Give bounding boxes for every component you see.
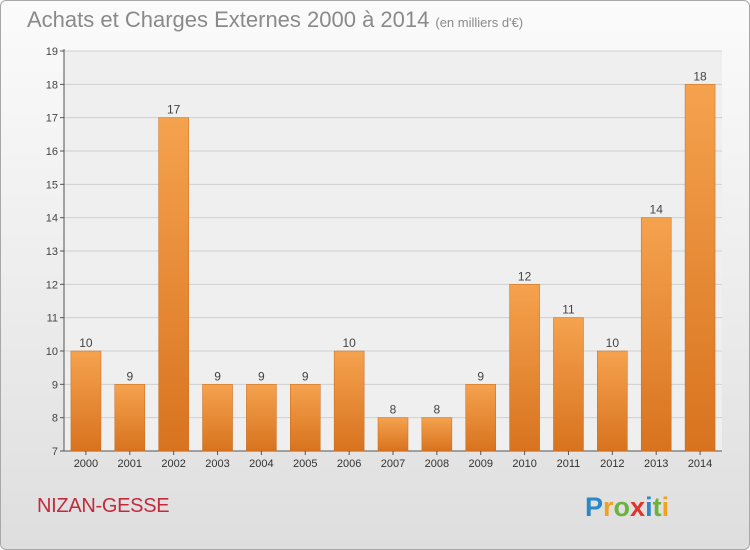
bar-value-label: 9 xyxy=(214,369,221,383)
y-tick-label: 9 xyxy=(52,379,58,391)
x-tick-label: 2007 xyxy=(381,458,405,470)
x-tick-label: 2010 xyxy=(512,458,536,470)
x-tick-label: 2012 xyxy=(600,458,624,470)
y-tick-label: 19 xyxy=(46,46,58,58)
bar-value-label: 11 xyxy=(562,303,575,317)
x-tick-label: 2000 xyxy=(74,458,98,470)
bar-value-label: 9 xyxy=(302,369,309,383)
bar-value-label: 18 xyxy=(693,69,707,83)
bar-value-label: 14 xyxy=(650,203,664,217)
x-tick-label: 2004 xyxy=(249,458,273,470)
x-tick-label: 2014 xyxy=(688,458,712,470)
chart-unit: (en milliers d'€) xyxy=(435,15,524,30)
y-tick-label: 7 xyxy=(52,446,58,458)
x-tick-label: 2005 xyxy=(293,458,317,470)
y-tick-label: 12 xyxy=(46,279,58,291)
bar xyxy=(640,217,672,452)
bar xyxy=(597,350,628,452)
bar xyxy=(333,350,365,452)
bar xyxy=(684,84,716,452)
bar-value-label: 9 xyxy=(477,369,484,383)
bar-value-label: 8 xyxy=(434,403,441,417)
x-tick-label: 2011 xyxy=(557,458,581,470)
chart-title: Achats et Charges Externes 2000 à 2014 (e… xyxy=(27,7,523,33)
y-tick-label: 15 xyxy=(46,179,58,191)
bar xyxy=(114,384,146,452)
x-tick-label: 2013 xyxy=(644,458,668,470)
x-tick-label: 2003 xyxy=(205,458,229,470)
x-tick-label: 2001 xyxy=(118,458,142,470)
bar xyxy=(553,317,584,452)
place-name: NIZAN-GESSE xyxy=(37,495,170,517)
bar-value-label: 10 xyxy=(79,336,93,350)
bar xyxy=(509,284,540,452)
bar xyxy=(158,117,189,452)
y-tick-label: 18 xyxy=(46,79,58,91)
svg-text:Proxiti: Proxiti xyxy=(585,492,669,522)
x-tick-label: 2006 xyxy=(337,458,361,470)
bar xyxy=(246,384,277,452)
y-tick-label: 11 xyxy=(47,313,58,325)
proxiti-logo: Proxiti xyxy=(585,492,669,522)
bar-value-label: 12 xyxy=(518,269,532,283)
y-tick-label: 16 xyxy=(46,146,58,158)
bar-value-label: 9 xyxy=(126,369,133,383)
x-tick-label: 2002 xyxy=(161,458,185,470)
bar-value-label: 10 xyxy=(342,336,356,350)
bar xyxy=(465,384,496,452)
bar xyxy=(290,384,321,452)
y-tick-label: 14 xyxy=(46,213,58,225)
bar-value-label: 9 xyxy=(258,369,265,383)
y-tick-label: 17 xyxy=(46,113,58,125)
x-tick-label: 2009 xyxy=(468,458,492,470)
bar xyxy=(377,417,409,452)
bar-value-label: 8 xyxy=(390,403,397,417)
y-tick-label: 10 xyxy=(46,346,58,358)
bar xyxy=(70,350,102,452)
chart-title-text: Achats et Charges Externes 2000 à 2014 xyxy=(27,7,430,32)
bar xyxy=(202,384,233,452)
x-tick-label: 2008 xyxy=(425,458,449,470)
bar-value-label: 17 xyxy=(167,103,181,117)
bar-value-label: 10 xyxy=(606,336,620,350)
y-tick-label: 8 xyxy=(52,413,58,425)
y-tick-label: 13 xyxy=(46,246,58,258)
bar xyxy=(421,417,453,452)
